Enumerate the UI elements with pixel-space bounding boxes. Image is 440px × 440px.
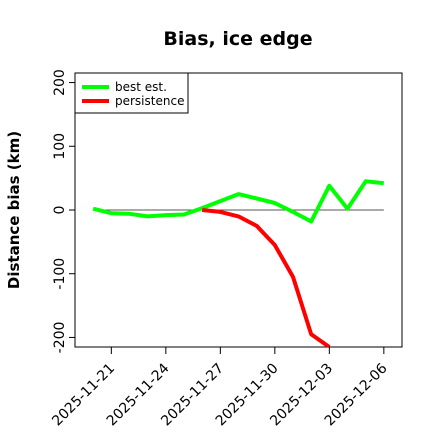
legend-label-best-est: best est.: [115, 80, 167, 94]
y-tick-label: -100: [52, 258, 68, 290]
y-tick-label: 200: [52, 69, 68, 96]
x-axis: 2025-11-212025-11-242025-11-272025-11-30…: [49, 346, 391, 429]
series-layer: [92, 179, 385, 347]
legend: best est. persistence: [74, 72, 189, 114]
y-tick-label: -200: [52, 322, 68, 354]
y-tick-label: 0: [52, 206, 68, 215]
y-axis-label: Distance bias (km): [5, 131, 23, 289]
y-axis: -200 -100 0 100 200: [52, 69, 75, 353]
series-line-persistence: [201, 208, 331, 347]
chart-title: Bias, ice edge: [163, 28, 312, 50]
series-line-best-est: [92, 179, 385, 224]
legend-box: [74, 72, 189, 114]
y-tick-label: 100: [52, 133, 68, 160]
legend-label-persistence: persistence: [115, 94, 184, 108]
